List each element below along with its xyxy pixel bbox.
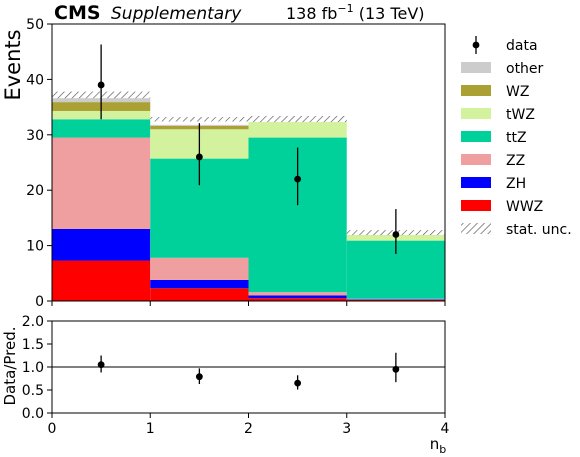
supplementary-label: Supplementary [111, 4, 242, 24]
ratio-plot-frame [51, 320, 446, 414]
legend-label-twz: tWZ [506, 107, 535, 123]
ratio-y-tick-label: 2.0 [22, 314, 44, 330]
main-plot-frame [51, 23, 446, 302]
main-y-tick-label: 20 [26, 183, 44, 199]
ratio-point-3 [294, 379, 302, 387]
bar-zh-bin-4 [346, 299, 445, 300]
legend-swatch-stat-unc [461, 223, 491, 234]
x-tick-label: 1 [146, 421, 155, 437]
stat-unc-band-bin-3 [248, 115, 347, 123]
data-point-1 [97, 81, 105, 89]
bar-twz-bin-3 [248, 120, 347, 138]
stacked-bars [52, 97, 445, 301]
ratio-y-tick-label: 1.0 [22, 360, 44, 376]
legend-swatch-twz [461, 108, 491, 119]
bar-ttz-bin-1 [52, 119, 151, 138]
legend-label-wz: WZ [506, 84, 529, 100]
legend-swatch-wz [461, 85, 491, 96]
main-y-ticks: 0 10 20 30 40 50 [26, 17, 52, 310]
ratio-y-tick-label: 0.5 [22, 383, 44, 399]
main-y-axis-label: Events [1, 29, 25, 100]
ratio-points [97, 352, 400, 390]
bar-zz-bin-2 [150, 257, 249, 280]
data-points [97, 44, 400, 254]
bar-zh-bin-1 [52, 228, 151, 261]
ratio-y-tick-label: 1.5 [22, 337, 44, 353]
legend-label-ttz: ttZ [506, 130, 527, 146]
cms-label: CMS [54, 2, 101, 24]
legend-data-marker [472, 41, 480, 49]
data-point-2 [195, 153, 203, 161]
main-y-tick-label: 0 [35, 294, 44, 310]
x-tick-label: 2 [244, 421, 253, 437]
ratio-x-ticks: 0 1 2 3 4 [48, 413, 450, 437]
data-point-3 [294, 175, 302, 183]
ratio-point-1 [97, 361, 105, 369]
bar-zz-bin-3 [248, 292, 347, 296]
legend-label-data: data [506, 38, 538, 54]
legend-swatch-other [461, 62, 491, 73]
legend-swatch-ttz [461, 131, 491, 142]
main-y-tick-label: 50 [26, 17, 44, 33]
legend-label-zz: ZZ [506, 153, 525, 169]
main-y-tick-label: 10 [26, 239, 44, 255]
x-axis-label: nb [430, 435, 447, 456]
main-y-tick-label: 40 [26, 72, 44, 88]
x-tick-label: 0 [48, 421, 57, 437]
data-point-4 [392, 231, 400, 238]
legend-label-zh: ZH [506, 176, 526, 192]
bar-zz-bin-4 [346, 298, 445, 300]
x-tick-label: 3 [342, 421, 351, 437]
legend-swatch-wwz [461, 200, 491, 211]
main-x-ticks [51, 301, 446, 306]
ratio-y-axis-label: Data/Pred. [1, 326, 19, 405]
bar-zh-bin-3 [248, 295, 347, 299]
main-y-tick-label: 30 [26, 128, 44, 144]
lumi-energy-label: 138 fb−1 (13 TeV) [286, 2, 425, 23]
bar-wwz-bin-2 [150, 288, 249, 301]
main-histogram-panel: Events 0 10 20 30 40 50 [1, 17, 446, 310]
x-tick-label: 4 [441, 421, 450, 437]
ratio-y-ticks: 0.0 0.5 1.0 1.5 2.0 [22, 314, 52, 422]
ratio-point-2 [195, 373, 203, 381]
legend-swatch-zz [461, 154, 491, 165]
ratio-y-tick-label: 0.0 [22, 406, 44, 422]
legend-swatch-zh [461, 177, 491, 188]
bar-zh-bin-2 [150, 279, 249, 289]
bar-wwz-bin-1 [52, 260, 151, 301]
legend: data other WZ tWZ ttZ ZZ ZH WWZ stat. unc. [461, 36, 572, 238]
ratio-point-4 [392, 365, 400, 373]
bar-wwz-bin-4 [346, 299, 445, 301]
bar-zz-bin-1 [52, 137, 151, 229]
stat-unc-band-bin-2 [150, 117, 249, 122]
legend-label-stat-unc: stat. unc. [506, 222, 572, 238]
ratio-panel: Data/Pred. 0.0 0.5 1.0 1.5 2.0 0 1 2 3 4 nb [1, 314, 450, 456]
legend-label-other: other [506, 61, 544, 77]
bar-wwz-bin-3 [248, 298, 347, 301]
legend-label-wwz: WWZ [506, 199, 543, 215]
